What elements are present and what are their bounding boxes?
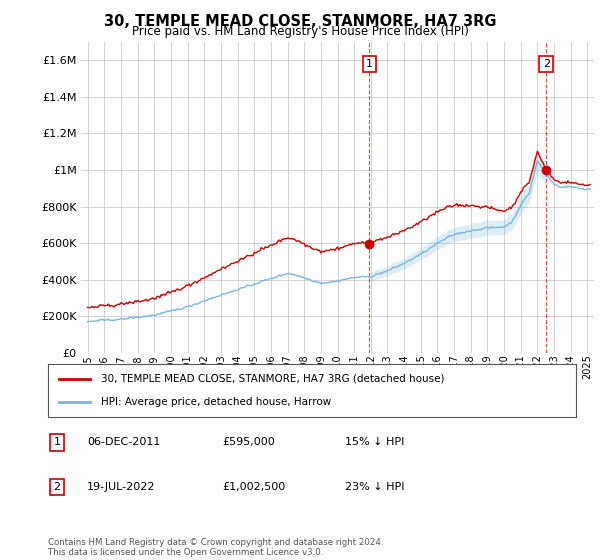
Text: HPI: Average price, detached house, Harrow: HPI: Average price, detached house, Harr… — [101, 397, 331, 407]
Text: 1: 1 — [53, 437, 61, 447]
Text: 2: 2 — [53, 482, 61, 492]
Text: £595,000: £595,000 — [222, 437, 275, 447]
Text: 1: 1 — [366, 59, 373, 69]
Text: 15% ↓ HPI: 15% ↓ HPI — [345, 437, 404, 447]
Text: Price paid vs. HM Land Registry's House Price Index (HPI): Price paid vs. HM Land Registry's House … — [131, 25, 469, 38]
Text: 23% ↓ HPI: 23% ↓ HPI — [345, 482, 404, 492]
Text: 06-DEC-2011: 06-DEC-2011 — [87, 437, 160, 447]
Text: £1,002,500: £1,002,500 — [222, 482, 285, 492]
Text: Contains HM Land Registry data © Crown copyright and database right 2024.
This d: Contains HM Land Registry data © Crown c… — [48, 538, 383, 557]
Text: 30, TEMPLE MEAD CLOSE, STANMORE, HA7 3RG (detached house): 30, TEMPLE MEAD CLOSE, STANMORE, HA7 3RG… — [101, 374, 444, 384]
Text: 2: 2 — [543, 59, 550, 69]
Text: 19-JUL-2022: 19-JUL-2022 — [87, 482, 155, 492]
Text: 30, TEMPLE MEAD CLOSE, STANMORE, HA7 3RG: 30, TEMPLE MEAD CLOSE, STANMORE, HA7 3RG — [104, 14, 496, 29]
